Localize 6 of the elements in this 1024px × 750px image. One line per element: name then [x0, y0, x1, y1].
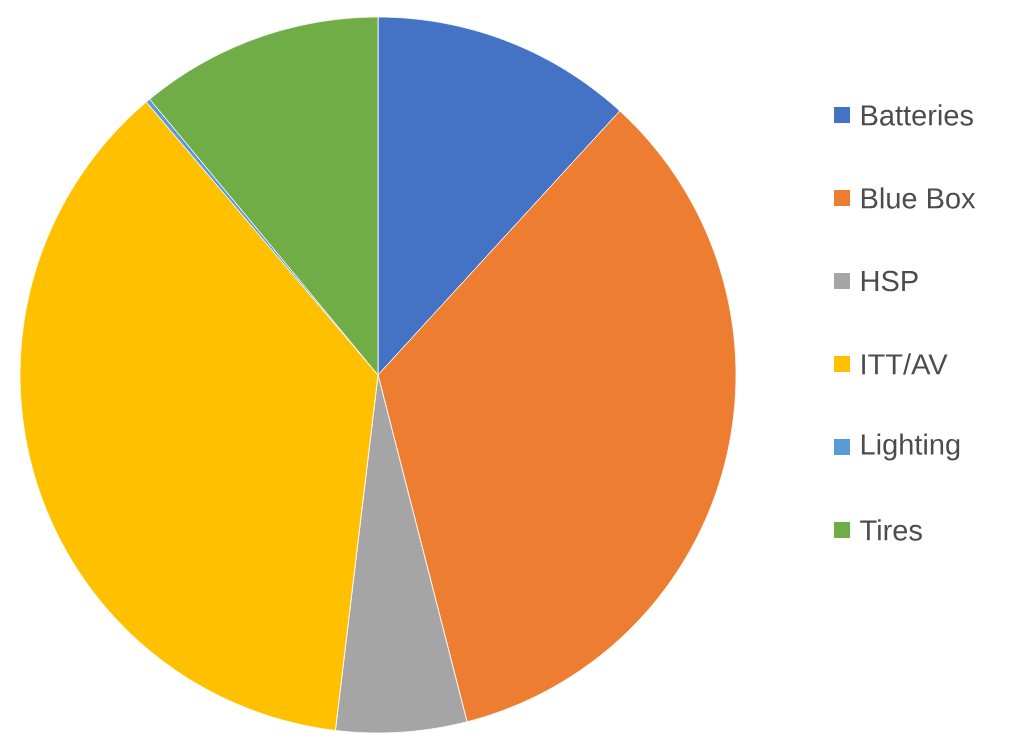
- legend-label: HSP: [861, 270, 918, 292]
- legend-label: Blue Box: [861, 187, 976, 209]
- legend-label: Tires: [860, 519, 922, 541]
- legend-label: Batteries: [861, 104, 973, 126]
- legend-label: Lighting: [861, 433, 960, 461]
- legend-label: ITT/AV: [862, 353, 948, 375]
